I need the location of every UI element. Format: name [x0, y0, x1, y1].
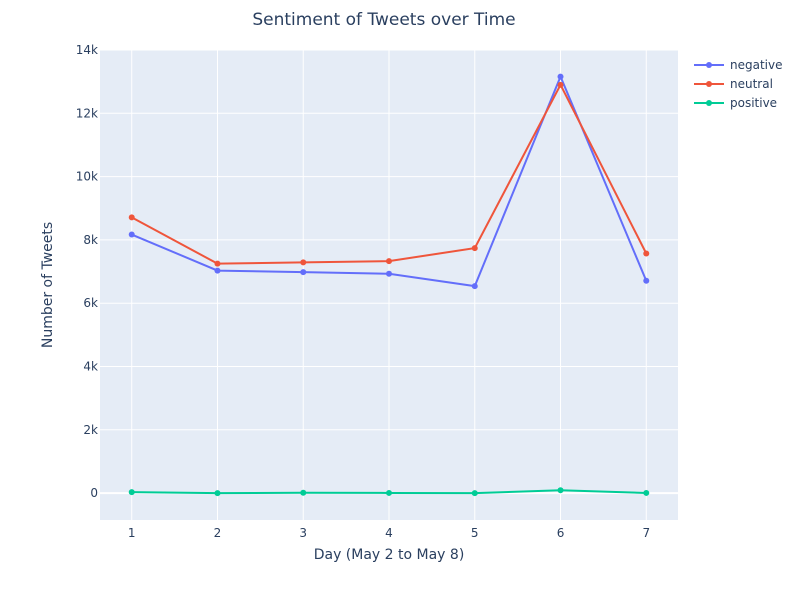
- x-tick-label: 1: [128, 526, 136, 540]
- legend-item-negative[interactable]: negative: [694, 58, 782, 72]
- x-tick-label: 3: [299, 526, 307, 540]
- series-lines: [128, 73, 650, 497]
- x-axis-title: Day (May 2 to May 8): [314, 547, 465, 563]
- data-point-negative[interactable]: [471, 283, 478, 290]
- x-tick-labels: 1 2 3 4 5 6 7: [128, 526, 650, 540]
- series-positive: [128, 487, 650, 497]
- data-point-neutral[interactable]: [643, 250, 650, 257]
- data-point-positive[interactable]: [214, 490, 221, 497]
- y-tick-labels: 0 2k 4k 6k 8k 10k 12k 14k: [76, 43, 98, 500]
- legend-label: negative: [730, 58, 782, 72]
- y-tick-label: 10k: [76, 170, 98, 184]
- y-tick-label: 6k: [83, 296, 98, 310]
- y-tick-label: 4k: [83, 359, 98, 373]
- y-axis-title: Number of Tweets: [40, 222, 56, 348]
- x-tick-label: 4: [385, 526, 393, 540]
- data-point-positive[interactable]: [128, 489, 135, 496]
- data-point-neutral[interactable]: [214, 260, 221, 267]
- data-point-negative[interactable]: [643, 277, 650, 284]
- data-point-negative[interactable]: [386, 270, 392, 277]
- legend-label: positive: [730, 96, 777, 110]
- data-point-neutral[interactable]: [300, 259, 307, 266]
- data-point-neutral[interactable]: [386, 258, 392, 265]
- data-point-negative[interactable]: [300, 269, 307, 276]
- data-point-positive[interactable]: [643, 489, 650, 496]
- x-tick-label: 6: [557, 526, 565, 540]
- y-tick-label: 0: [90, 486, 98, 500]
- y-tick-label: 14k: [76, 43, 98, 57]
- data-point-negative[interactable]: [128, 231, 135, 238]
- data-point-negative[interactable]: [557, 73, 564, 80]
- x-tick-label: 7: [642, 526, 650, 540]
- legend[interactable]: negative neutral positive: [694, 58, 782, 110]
- x-tick-label: 2: [214, 526, 222, 540]
- data-point-negative[interactable]: [214, 267, 221, 274]
- x-tick-label: 5: [471, 526, 479, 540]
- legend-marker: [706, 81, 712, 87]
- legend-label: neutral: [730, 77, 773, 91]
- series-neutral: [128, 81, 650, 267]
- data-point-neutral[interactable]: [471, 245, 478, 252]
- data-point-positive[interactable]: [386, 489, 392, 496]
- data-point-positive[interactable]: [557, 487, 564, 494]
- y-tick-label: 12k: [76, 106, 98, 120]
- legend-item-neutral[interactable]: neutral: [694, 77, 773, 91]
- y-tick-label: 8k: [83, 233, 98, 247]
- data-point-positive[interactable]: [471, 490, 478, 497]
- data-point-positive[interactable]: [300, 489, 307, 496]
- series-negative: [128, 73, 650, 290]
- data-point-neutral[interactable]: [557, 81, 564, 88]
- legend-marker: [706, 62, 712, 68]
- y-tick-label: 2k: [83, 423, 98, 437]
- data-point-neutral[interactable]: [128, 214, 135, 221]
- chart-title: Sentiment of Tweets over Time: [252, 10, 515, 30]
- legend-marker: [706, 100, 712, 106]
- legend-item-positive[interactable]: positive: [694, 96, 777, 110]
